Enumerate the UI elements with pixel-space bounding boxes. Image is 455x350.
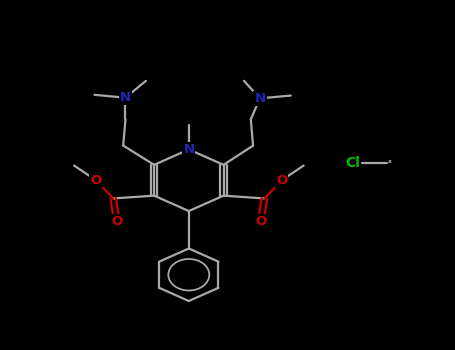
Text: N: N <box>120 91 131 104</box>
Text: O: O <box>90 174 101 187</box>
Text: Cl: Cl <box>345 156 360 170</box>
Text: O: O <box>111 215 122 228</box>
Text: O: O <box>276 174 288 187</box>
Text: O: O <box>255 215 267 228</box>
Text: N: N <box>254 92 265 105</box>
Text: N: N <box>183 143 194 156</box>
Text: ·: · <box>385 151 393 175</box>
